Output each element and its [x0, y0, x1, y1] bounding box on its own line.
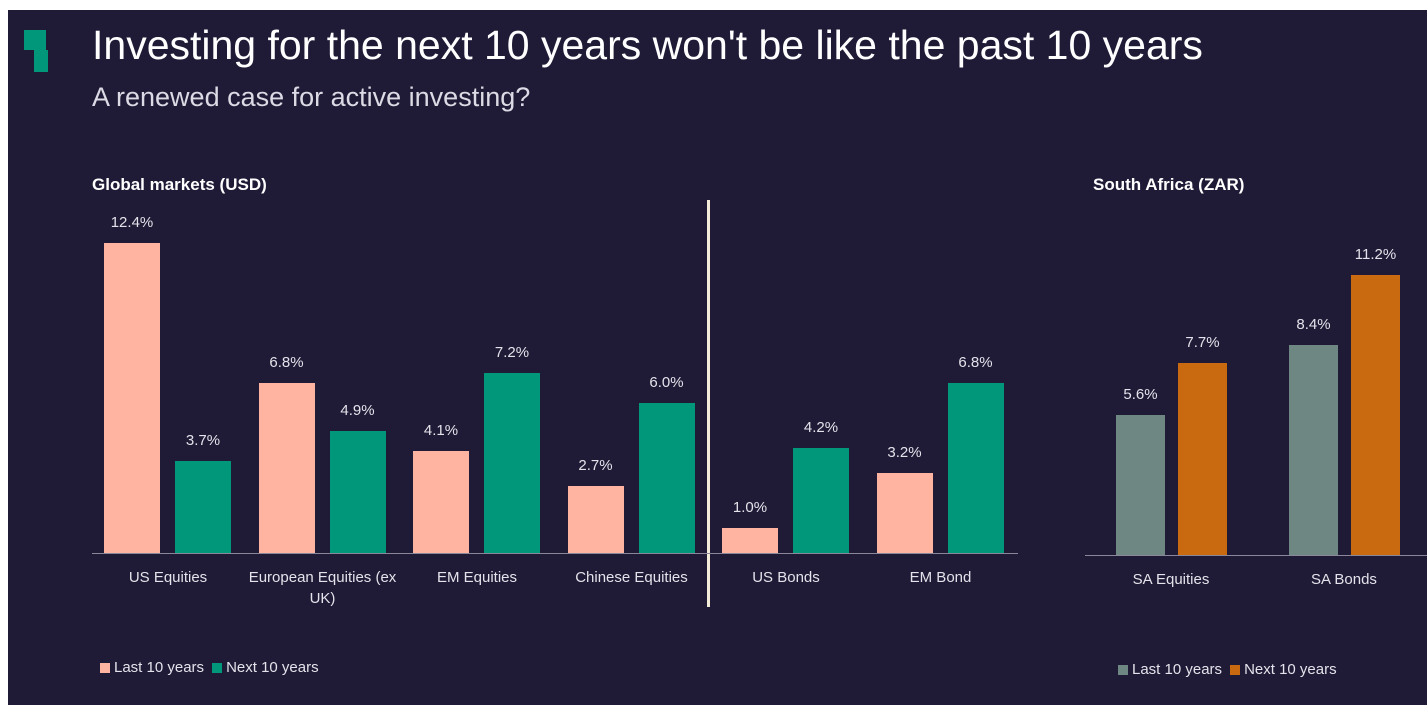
logo — [24, 30, 48, 72]
bar — [722, 528, 778, 553]
x-tick-label: SA Equities — [1132, 571, 1210, 588]
bar — [484, 373, 540, 553]
bar — [413, 450, 469, 553]
legend-label: Next 10 years — [1244, 661, 1337, 678]
bar — [258, 383, 315, 553]
x-tick-label: SA Bonds — [1311, 571, 1377, 588]
data-label: 3.7% — [185, 431, 221, 449]
legend-item: Last 10 years — [1118, 661, 1222, 678]
bar — [793, 448, 849, 553]
x-tick-label: US Bonds — [752, 569, 820, 586]
data-label: 7.7% — [1185, 333, 1220, 351]
data-label: 2.7% — [578, 456, 613, 474]
separator — [707, 200, 710, 607]
bar — [567, 485, 624, 553]
bar — [1289, 345, 1338, 555]
bar — [638, 403, 695, 553]
bar — [1116, 415, 1165, 555]
legend-label: Last 10 years — [114, 659, 205, 676]
legend-label: Next 10 years — [226, 659, 319, 676]
data-label: 4.9% — [340, 401, 375, 419]
page-title: Investing for the next 10 years won't be… — [92, 22, 1203, 68]
x-tick-label: EM Bond — [909, 569, 972, 586]
bar — [104, 243, 160, 553]
legend: Last 10 years Next 10 years — [1118, 661, 1345, 678]
data-label: 11.2% — [1354, 246, 1397, 263]
bar — [876, 473, 933, 553]
legend-label: Last 10 years — [1132, 661, 1223, 678]
legend-item: Last 10 years — [100, 659, 204, 676]
data-label: 12.4% — [110, 214, 154, 231]
baseline — [92, 553, 1018, 554]
data-label: 1.0% — [732, 499, 768, 516]
legend-swatch — [212, 662, 223, 673]
bar — [329, 430, 386, 553]
bar — [1351, 275, 1400, 555]
bar — [175, 460, 231, 553]
bar — [947, 383, 1004, 553]
chart-title: South Africa (ZAR) — [1093, 175, 1245, 194]
stage: Investing for the next 10 years won't be… — [8, 10, 1427, 705]
data-label: 3.2% — [887, 444, 922, 461]
data-label: 4.1% — [423, 421, 459, 439]
legend-swatch — [1118, 664, 1128, 675]
legend-item: Next 10 years — [1230, 661, 1337, 678]
legend-item: Next 10 years — [212, 659, 319, 676]
data-label: 5.6% — [1123, 386, 1158, 403]
chart-title: Global markets (USD) — [92, 175, 267, 194]
page-subtitle: A renewed case for active investing? — [92, 82, 531, 112]
data-label: 8.4% — [1296, 316, 1331, 333]
data-label: 6.0% — [649, 374, 684, 391]
legend-swatch — [1230, 664, 1241, 675]
legend: Last 10 years Next 10 years — [100, 659, 327, 676]
data-label: 4.2% — [803, 419, 839, 436]
data-label: 7.2% — [494, 344, 530, 361]
x-tick-label: EM Equities — [436, 569, 518, 586]
slide: Investing for the next 10 years won't be… — [8, 10, 1427, 705]
data-label: 6.8% — [958, 354, 993, 371]
x-tick-label: Chinese Equities — [575, 569, 688, 586]
legend-swatch — [100, 662, 110, 673]
x-tick-label: European Equities (ex UK) — [248, 569, 397, 607]
baseline — [1085, 555, 1427, 556]
bar — [1178, 362, 1227, 555]
data-label: 6.8% — [269, 354, 304, 371]
x-tick-label: US Equities — [128, 569, 208, 586]
